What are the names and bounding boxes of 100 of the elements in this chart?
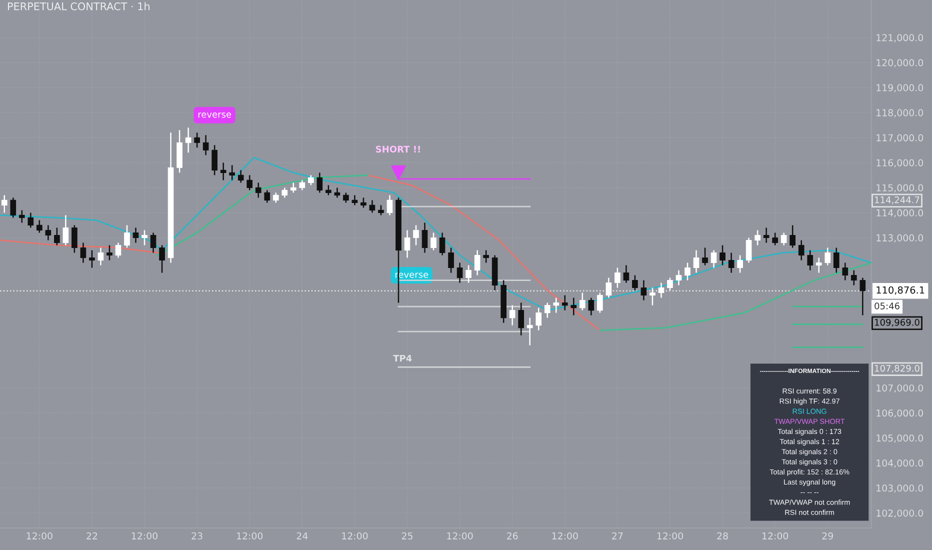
candlestick bbox=[570, 297, 577, 316]
candlestick bbox=[378, 204, 384, 216]
candlestick bbox=[850, 270, 857, 286]
y-tick-label: 114,000.0 bbox=[876, 209, 924, 218]
candlestick bbox=[483, 250, 489, 264]
candlestick bbox=[658, 282, 664, 298]
candlestick bbox=[185, 126, 192, 154]
x-tick-label: 28 bbox=[717, 532, 728, 540]
candlestick bbox=[456, 262, 463, 284]
candlestick bbox=[650, 287, 656, 306]
candlestick bbox=[334, 187, 340, 198]
candlestick bbox=[62, 214, 69, 246]
candlestick bbox=[623, 264, 630, 284]
candlestick bbox=[448, 247, 454, 274]
y-tick-label: 121,000.0 bbox=[876, 34, 924, 42]
y-tick-label: 106,000.0 bbox=[876, 409, 924, 418]
candlestick bbox=[45, 224, 52, 241]
candlestick bbox=[614, 267, 620, 288]
candlestick bbox=[369, 200, 376, 214]
candlestick bbox=[772, 232, 778, 246]
x-tick-label: 24 bbox=[296, 532, 308, 540]
candlestick bbox=[597, 292, 603, 314]
x-tick-label: 29 bbox=[822, 532, 833, 540]
text: 114,244.7 bbox=[875, 196, 920, 204]
candlestick bbox=[299, 180, 306, 191]
candlestick bbox=[386, 194, 393, 216]
text: 109,969.0 bbox=[875, 318, 920, 327]
candlestick bbox=[352, 194, 358, 206]
candlestick bbox=[720, 244, 726, 266]
y-tick-label: 116,000.0 bbox=[876, 159, 924, 168]
candlestick bbox=[404, 230, 410, 258]
candlestick bbox=[824, 247, 831, 266]
y-tick-label: 113,000.0 bbox=[876, 234, 924, 242]
candlestick bbox=[28, 212, 34, 228]
candlestick bbox=[746, 237, 752, 264]
candlestick bbox=[272, 192, 279, 204]
candlestick bbox=[202, 134, 209, 156]
text: 05:46 bbox=[874, 302, 900, 310]
candlestick bbox=[343, 192, 349, 204]
candlestick bbox=[106, 244, 112, 261]
candlestick bbox=[142, 230, 148, 246]
candlestick bbox=[316, 172, 323, 194]
candlestick bbox=[509, 304, 516, 326]
candlestick bbox=[536, 307, 542, 331]
y-tick-label: 107,000.0 bbox=[876, 384, 924, 393]
candlestick bbox=[544, 302, 550, 318]
x-tick-label: 12:00 bbox=[762, 532, 788, 540]
annotation: TP4 bbox=[393, 354, 412, 362]
candlestick bbox=[518, 302, 524, 336]
x-tick-label: 12:00 bbox=[342, 532, 368, 540]
candlestick bbox=[10, 197, 16, 218]
candlestick bbox=[89, 250, 95, 268]
candlestick bbox=[264, 190, 270, 204]
candlestick bbox=[246, 174, 253, 191]
candlestick bbox=[229, 164, 235, 181]
candlestick bbox=[816, 257, 822, 274]
candlestick bbox=[308, 174, 314, 186]
x-tick-label: 22 bbox=[86, 532, 98, 540]
x-tick-label: 12:00 bbox=[447, 532, 473, 540]
y-tick-label: 117,000.0 bbox=[876, 134, 924, 142]
candlestick bbox=[360, 197, 366, 208]
candlestick bbox=[413, 224, 419, 246]
x-tick-label: 12:00 bbox=[657, 532, 683, 540]
candlestick bbox=[860, 277, 866, 316]
candlestick bbox=[763, 227, 770, 244]
y-tick-label: 105,000.0 bbox=[876, 434, 924, 443]
candlestick bbox=[150, 232, 156, 254]
candlestick bbox=[159, 244, 165, 274]
candlestick bbox=[1, 194, 8, 214]
y-tick-label: 103,000.0 bbox=[876, 484, 924, 493]
candlestick bbox=[702, 247, 708, 266]
y-tick-label: 119,000.0 bbox=[876, 84, 924, 92]
candlestick bbox=[238, 170, 244, 184]
candlestick bbox=[194, 132, 200, 148]
candlestick bbox=[54, 227, 60, 246]
candlestick bbox=[80, 242, 86, 264]
candlestick bbox=[290, 182, 296, 194]
candlestick bbox=[115, 242, 122, 258]
candlestick bbox=[282, 187, 288, 198]
x-tick-label: 27 bbox=[612, 532, 623, 540]
candlestick bbox=[798, 240, 804, 261]
candlestick bbox=[98, 247, 104, 266]
y-tick-label: 104,000.0 bbox=[876, 460, 924, 468]
text: 107,829.0 bbox=[875, 364, 920, 373]
x-tick-label: 25 bbox=[402, 532, 412, 540]
y-tick-label: 115,000.0 bbox=[876, 184, 924, 192]
candlestick bbox=[754, 230, 760, 246]
candlestick bbox=[439, 232, 446, 256]
candlestick bbox=[684, 262, 690, 281]
x-tick-label: 12:00 bbox=[132, 532, 158, 540]
chart-title: PERPETUAL CONTRACT · 1h bbox=[8, 2, 150, 10]
candlestick bbox=[790, 224, 796, 248]
candlestick bbox=[326, 184, 332, 196]
candlestick bbox=[422, 222, 428, 254]
ref-line-label: 110,876.1 bbox=[876, 286, 924, 295]
x-tick-label: 12:00 bbox=[237, 532, 263, 540]
candlestick bbox=[833, 247, 840, 274]
candlestick bbox=[640, 280, 647, 301]
annotation: reverse bbox=[198, 112, 232, 118]
y-tick-label: 102,000.0 bbox=[876, 510, 924, 518]
